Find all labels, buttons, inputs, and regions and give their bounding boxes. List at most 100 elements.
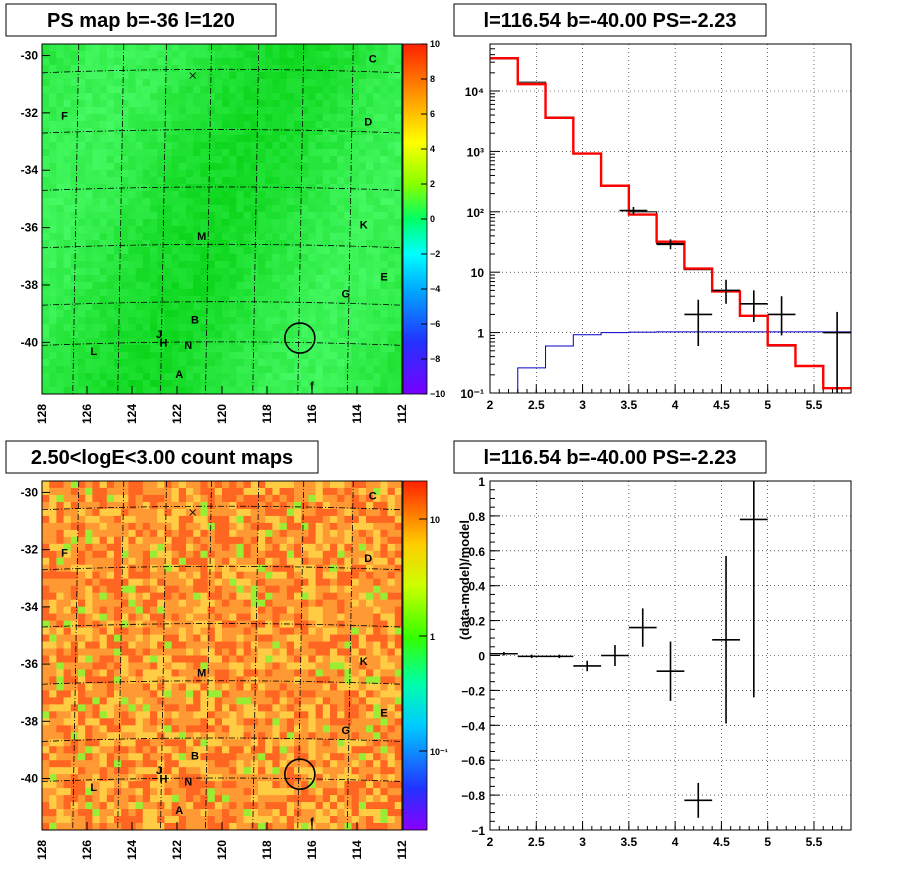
map-cell [150,823,158,831]
map-cell [322,303,331,311]
map-cell [135,515,144,524]
map-cell [207,718,216,726]
map-cell [236,767,244,775]
map-cell [193,247,201,255]
map-cell [92,226,100,234]
map-cell [250,387,259,395]
map-cell [265,191,273,199]
map-cell [85,366,93,374]
map-cell [70,324,79,332]
map-cell [63,487,72,496]
map-cell [142,543,151,552]
map-cell [150,359,158,367]
map-cell [150,802,158,810]
map-cell [358,352,367,360]
map-cell [99,529,108,538]
map-cell [99,508,108,517]
map-cell [229,93,237,101]
map-cell [150,289,158,297]
map-cell [85,86,93,94]
map-cell [63,753,72,761]
map-cell [222,809,230,817]
colorbar-tick-label: 8 [430,74,435,84]
map-cell [121,261,129,269]
map-cell [114,585,122,594]
map-cell [222,739,230,747]
map-cell [193,641,201,649]
map-cell [106,627,115,635]
map-cell [229,205,237,213]
map-cell [56,732,64,740]
map-cell [258,219,266,227]
map-cell [214,697,223,705]
map-cell [222,627,230,635]
map-cell [236,704,244,712]
map-cell [99,816,108,824]
map-cell [315,774,324,782]
map-cell [42,373,50,381]
map-cell [279,494,288,503]
map-cell [250,767,259,775]
map-cell [207,529,216,538]
map-cell [92,711,100,719]
map-cell [99,198,108,206]
spectrum-grid [489,44,851,394]
map-cell [229,606,237,615]
map-cell [193,760,201,768]
map-cell [236,606,244,615]
map-cell [258,373,266,381]
map-cell [157,655,165,663]
map-cell [42,282,50,290]
map-cell [164,72,172,80]
map-cell [366,44,374,52]
map-cell [186,557,194,566]
map-cell [279,648,288,656]
map-cell [387,128,396,136]
map-cell [243,557,252,566]
map-cell [279,303,288,311]
map-cell [121,739,129,747]
map-cell [70,683,79,691]
map-cell [294,669,302,677]
map-cell [222,240,230,248]
map-cell [178,795,187,803]
map-cell [142,662,151,670]
map-cell [63,823,72,831]
map-cell [70,114,79,122]
map-cell [322,359,331,367]
map-cell [56,177,64,185]
map-cell [200,128,208,136]
map-cell [243,697,252,705]
map-cell [301,648,309,656]
map-cell [135,184,144,192]
map-cell [114,128,122,136]
map-cell [250,114,259,122]
map-cell [178,753,187,761]
map-cell [171,641,180,649]
map-cell [322,177,331,185]
map-cell [92,261,100,269]
map-cell [193,107,201,115]
map-cell [308,557,316,566]
map-cell [380,58,388,66]
map-cell [308,317,316,325]
map-cell [157,219,165,227]
map-cell [265,487,273,496]
map-cell [286,648,295,656]
map-cell [150,767,158,775]
map-cell [142,774,151,782]
map-cell [178,219,187,227]
map-cell [200,289,208,297]
map-cell [164,802,172,810]
map-cell [85,93,93,101]
map-cell [63,191,72,199]
map-cell [49,177,57,185]
map-cell [250,254,259,262]
map-cell [200,254,208,262]
map-cell [315,627,324,635]
map-cell [78,676,86,684]
map-cell [351,233,360,241]
map-cell [157,760,165,768]
map-cell [236,809,244,817]
map-cell [358,205,367,213]
